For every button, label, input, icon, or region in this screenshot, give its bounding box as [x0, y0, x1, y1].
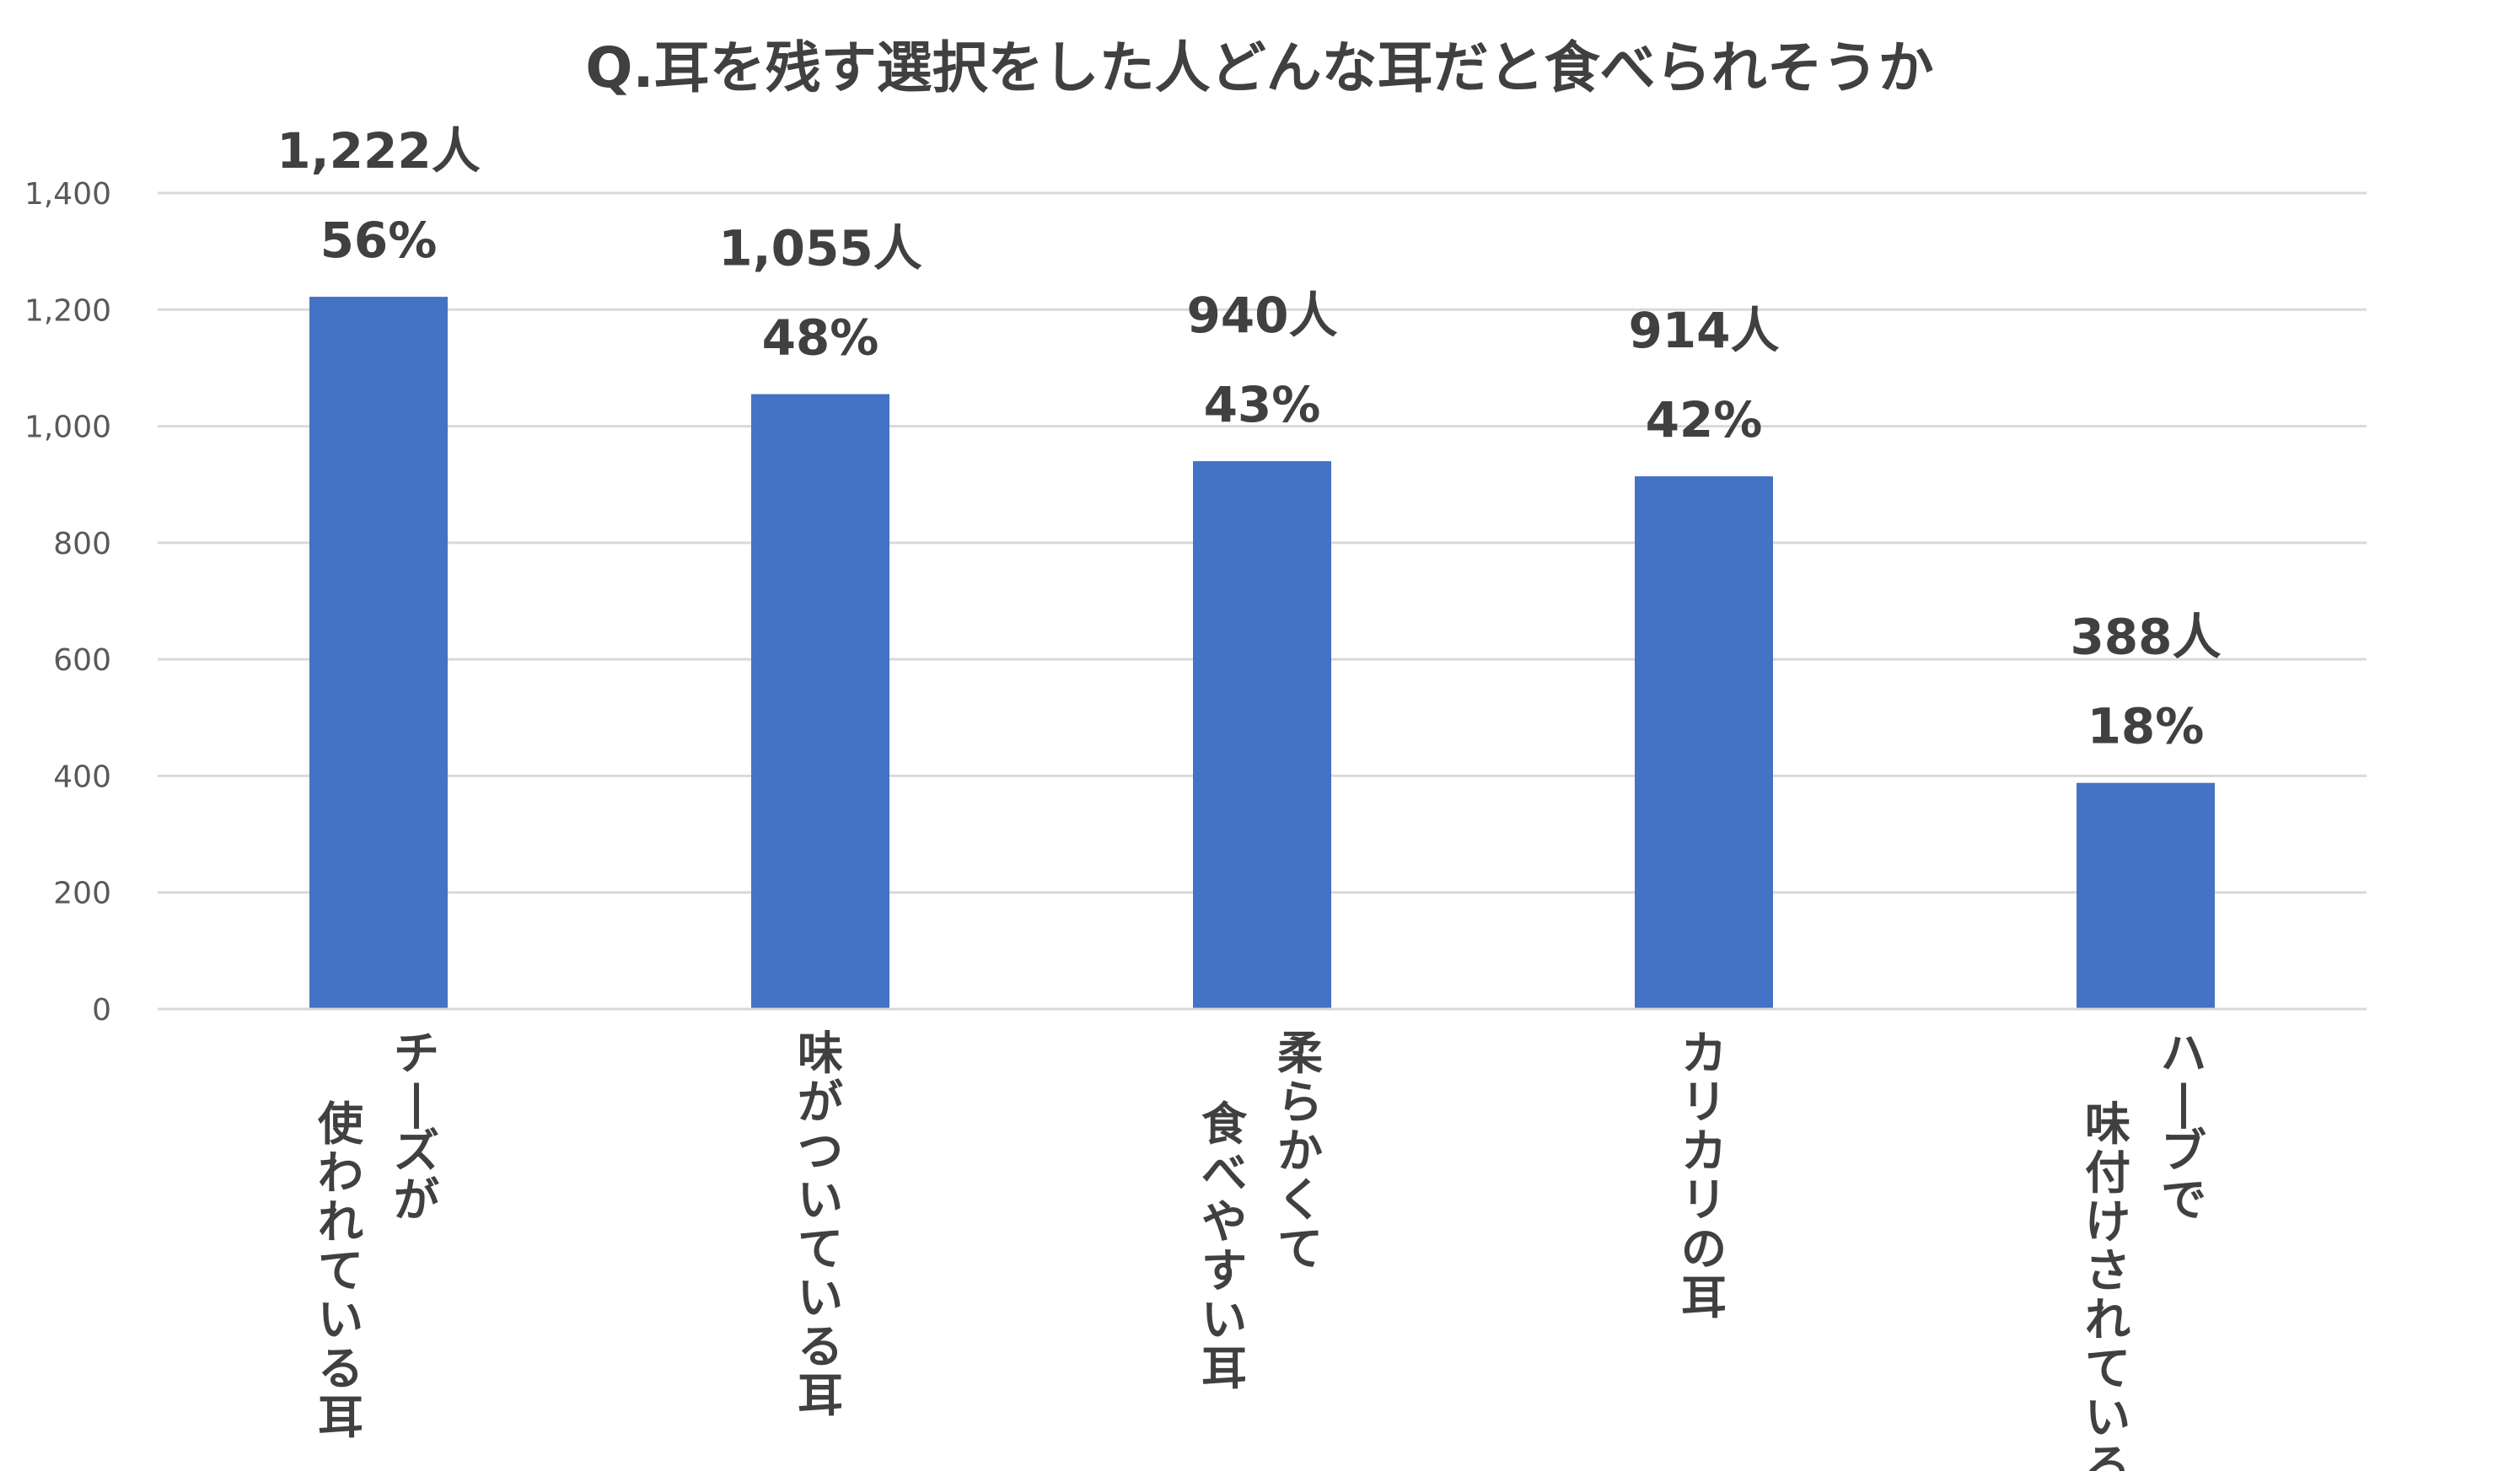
data-label-count: 1,055人 [718, 220, 921, 277]
data-label-count: 914人 [1628, 302, 1779, 359]
bar [309, 297, 448, 1009]
bar [1193, 461, 1331, 1009]
y-tick-label: 600 [53, 643, 111, 678]
data-label-percent: 56% [320, 212, 438, 269]
data-label-percent: 18% [2087, 698, 2205, 755]
category-label: 柔らかくて食べやすい耳 [1201, 1027, 1323, 1395]
y-tick-label: 400 [53, 760, 111, 794]
y-tick-label: 1,200 [24, 293, 111, 328]
data-labels: 1,222人 56% 1,055人 48% 940人 43% 914人 42% 388人 18% [277, 122, 2221, 755]
data-label-percent: 42% [1646, 391, 1763, 448]
data-label-percent: 43% [1204, 376, 1321, 433]
y-tick-label: 1,400 [24, 177, 111, 212]
y-axis: 0 200 400 600 800 1,000 1,200 1,400 [24, 177, 111, 1028]
bar [2077, 782, 2215, 1009]
data-label-percent: 48% [762, 309, 879, 367]
category-label: 味がついている耳 [798, 1027, 843, 1422]
data-label-count: 1,222人 [277, 122, 480, 180]
category-label: チ|ズが使われている耳 [318, 1027, 439, 1444]
y-tick-label: 0 [92, 993, 111, 1028]
y-tick-label: 800 [53, 527, 111, 561]
data-label-count: 388人 [2070, 609, 2221, 666]
x-axis: チ|ズが使われている耳 味がついている耳 柔らかくて食べやすい耳 カリカリの耳 ハ|ブで… [158, 1007, 2367, 1471]
bars [309, 297, 2215, 1009]
y-tick-label: 200 [53, 877, 111, 911]
bar [1635, 476, 1773, 1009]
y-tick-label: 1,000 [24, 411, 111, 445]
category-label: ハ|ブで味付けされている耳 [2085, 1027, 2206, 1471]
category-label: カリカリの耳 [1681, 1027, 1727, 1324]
bar [751, 394, 889, 1009]
data-label-count: 940人 [1186, 287, 1337, 344]
chart-title: Q.耳を残す選択をした人どんな耳だと食べられそうか [585, 35, 1933, 100]
